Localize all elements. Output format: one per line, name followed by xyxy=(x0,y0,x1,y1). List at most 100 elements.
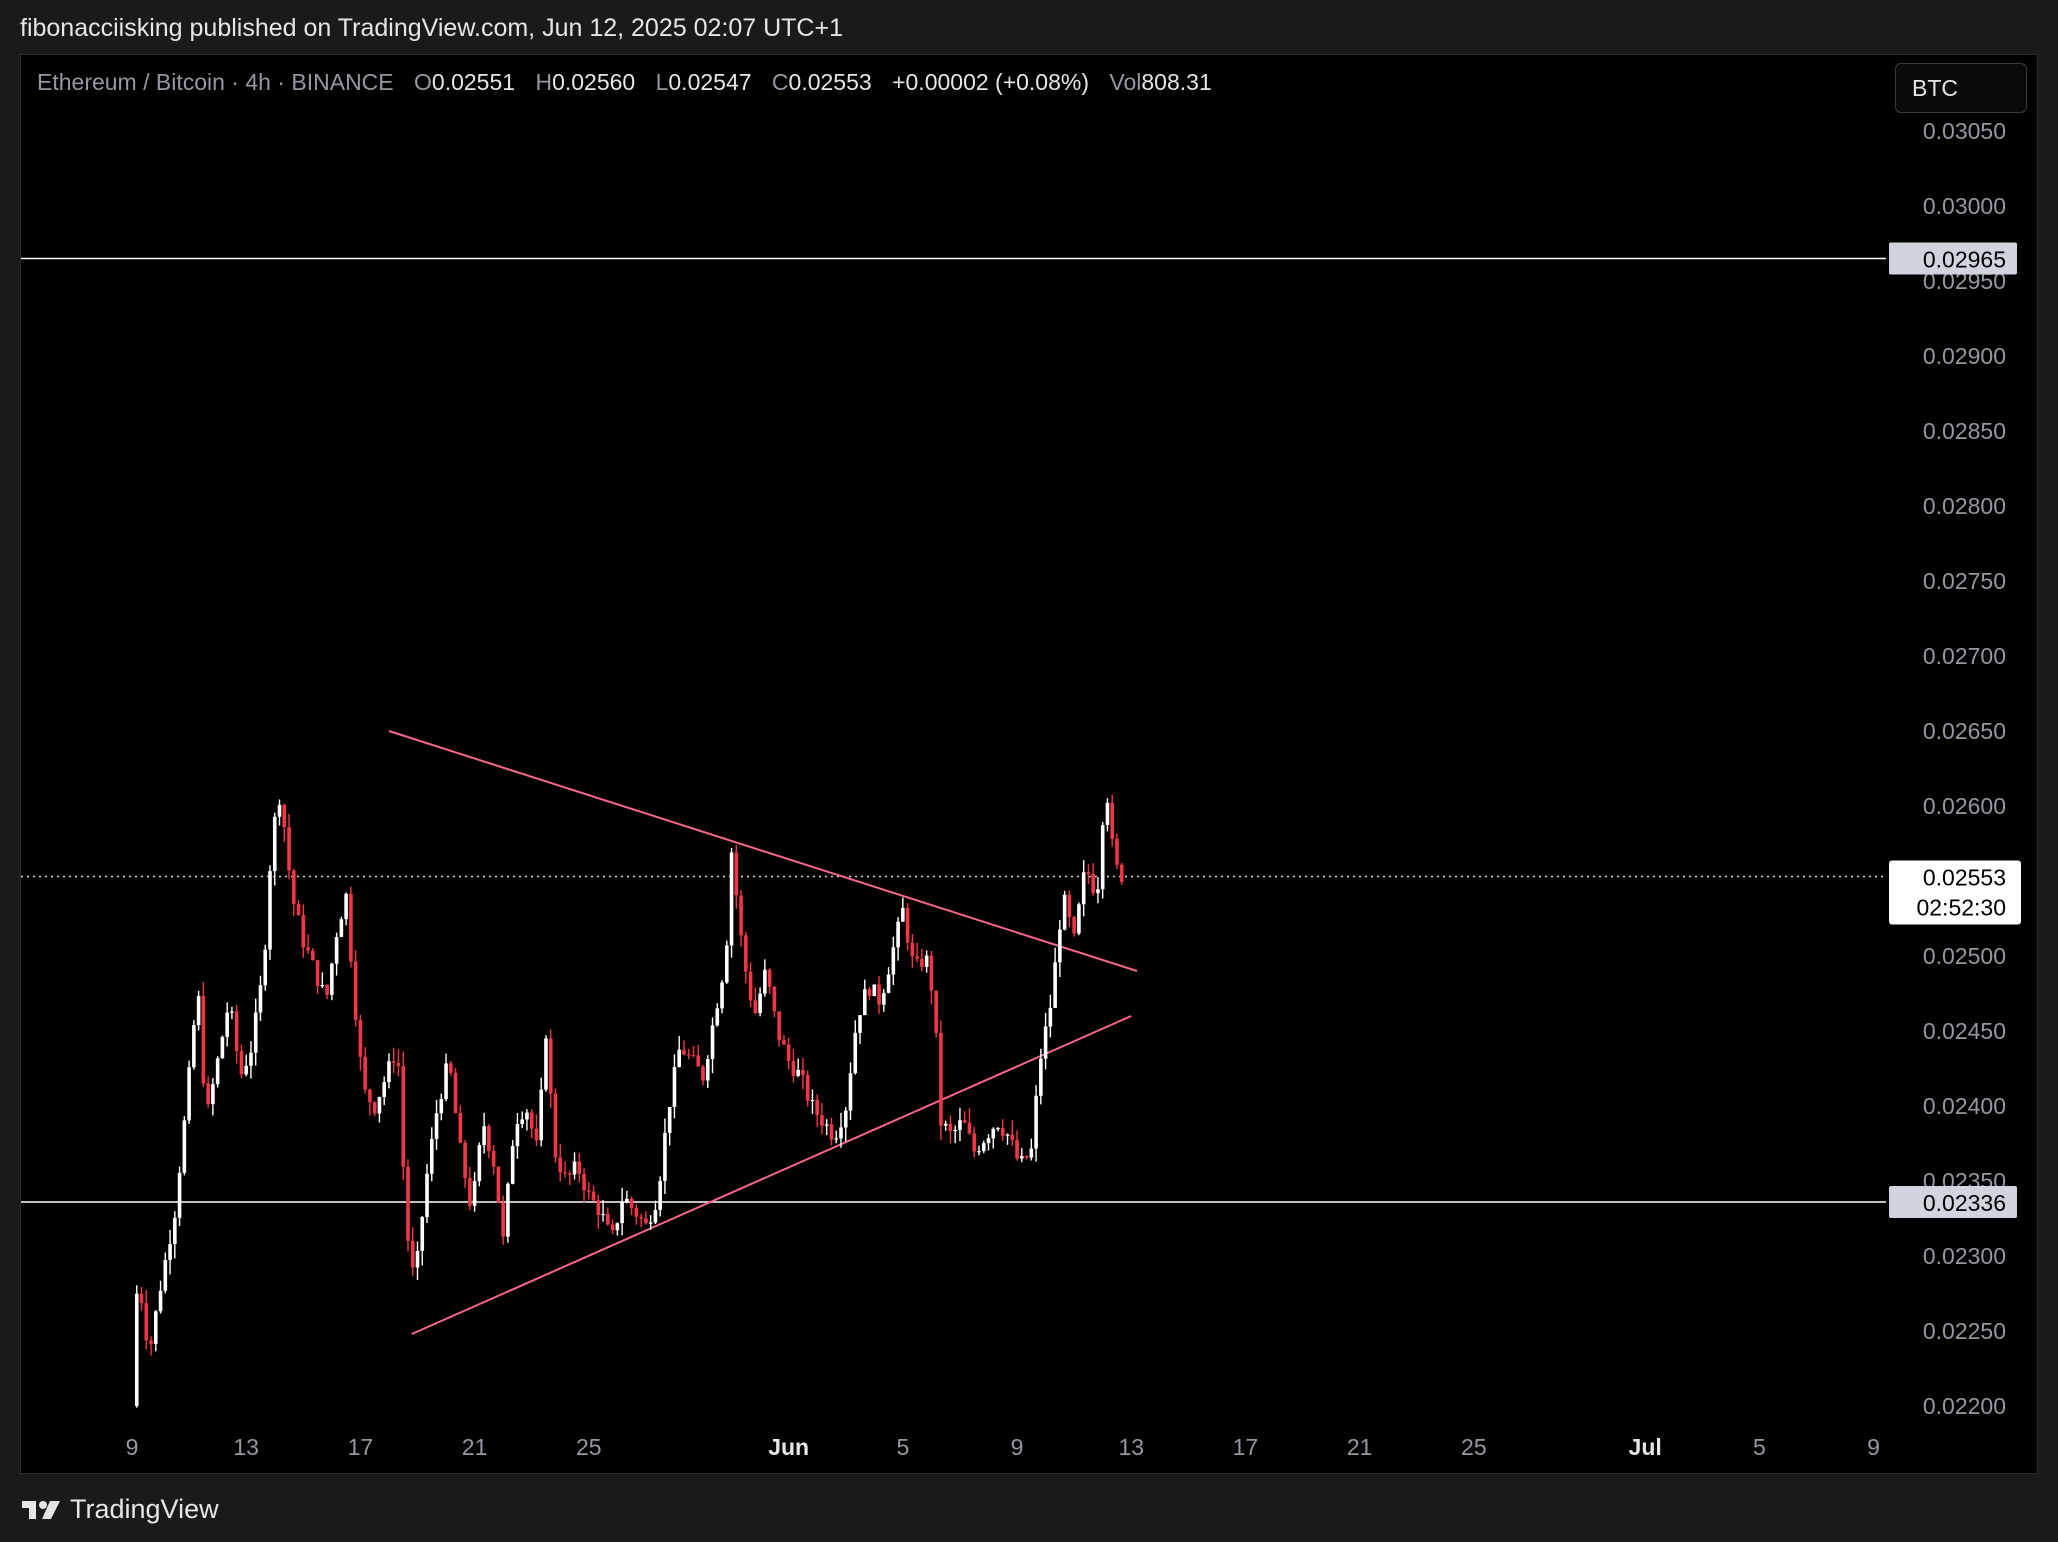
candle-body xyxy=(482,1126,486,1146)
candle-body xyxy=(320,985,325,987)
candle-body xyxy=(686,1054,691,1056)
candle-body xyxy=(472,1181,477,1206)
candle-countdown-label: 02:52:30 xyxy=(1916,895,2006,921)
candle-body xyxy=(496,1166,501,1203)
candle-body xyxy=(149,1340,153,1344)
candle-body xyxy=(724,945,729,983)
brand-name: TradingView xyxy=(70,1494,219,1524)
candle-body xyxy=(853,1032,858,1074)
symbol-legend: Ethereum / Bitcoin · 4h · BINANCE O0.025… xyxy=(37,69,1212,96)
price-axis: 0.030500.030000.029500.029000.028500.028… xyxy=(1923,118,2006,1419)
candle-body xyxy=(934,990,938,1033)
candle-body xyxy=(939,1032,943,1126)
candle-body xyxy=(1072,917,1076,934)
close-value: 0.02553 xyxy=(788,69,872,95)
candle-body xyxy=(1100,824,1105,890)
candle-body xyxy=(368,1089,372,1103)
price-tick-label: 0.02750 xyxy=(1923,568,2006,594)
time-tick-label: 25 xyxy=(576,1434,602,1460)
candle-body xyxy=(848,1073,853,1111)
price-badges: 0.02965 0.02336 0.02553 02:52:30 xyxy=(1889,242,2021,1218)
candle-body xyxy=(463,1142,467,1178)
candle-body xyxy=(901,908,905,922)
top-bar: fibonacciisking published on TradingView… xyxy=(0,0,2058,54)
candle-body xyxy=(330,963,334,995)
volume-label: Vol xyxy=(1109,69,1142,95)
candle-body xyxy=(658,1180,662,1210)
candle-body xyxy=(839,1127,843,1139)
candle-body xyxy=(782,1039,786,1045)
candle-body xyxy=(1034,1095,1038,1149)
time-tick-label: Jul xyxy=(1629,1434,1662,1460)
candle-body xyxy=(972,1133,977,1152)
candle-body xyxy=(996,1128,1000,1130)
candle-body xyxy=(1115,838,1119,865)
low-label: L xyxy=(655,69,669,95)
candle-body xyxy=(758,993,762,1013)
time-tick-label: 5 xyxy=(1753,1434,1766,1460)
trendline xyxy=(411,1015,1132,1335)
candle-body xyxy=(334,937,339,964)
candle-body xyxy=(249,1052,253,1066)
candle-body xyxy=(301,915,306,948)
candle-body xyxy=(230,1011,234,1013)
candle-body xyxy=(339,919,344,938)
candle-body xyxy=(701,1066,705,1081)
candle-body xyxy=(606,1213,610,1225)
candle-body xyxy=(477,1145,482,1182)
candle-body xyxy=(182,1120,187,1173)
candle-body xyxy=(948,1123,953,1132)
price-tick-label: 0.02400 xyxy=(1923,1093,2006,1119)
price-chart[interactable]: 0.030500.030000.029500.029000.028500.028… xyxy=(21,55,2039,1475)
footer: TradingView xyxy=(0,1474,2058,1542)
candle-body xyxy=(434,1113,439,1139)
candle-body xyxy=(1096,889,1100,894)
candle-body xyxy=(315,960,320,987)
chart-frame[interactable]: 0.03050 0.03000 0.02950 0.02900 0.02850 0.028… xyxy=(20,54,2038,1474)
candle-body xyxy=(325,985,329,995)
tradingview-logo[interactable]: TradingView xyxy=(22,1494,219,1525)
candle-body xyxy=(387,1061,391,1083)
candle-body xyxy=(415,1250,420,1268)
candle-body xyxy=(1053,962,1057,1008)
low-value: 0.02547 xyxy=(668,69,752,95)
candle-body xyxy=(168,1244,172,1260)
candle-body xyxy=(173,1217,177,1245)
candle-body xyxy=(206,1083,210,1105)
candle-body xyxy=(981,1143,986,1152)
candle-body xyxy=(268,871,272,950)
candle-body xyxy=(986,1138,991,1144)
candle-body xyxy=(905,908,910,943)
price-tick-label: 0.02850 xyxy=(1923,418,2006,444)
price-tick-label: 0.02450 xyxy=(1923,1018,2006,1044)
time-tick-label: 9 xyxy=(1011,1434,1024,1460)
current-price-badge xyxy=(1889,860,2021,925)
currency-button[interactable]: BTC xyxy=(1895,63,2027,113)
candle-body xyxy=(439,1099,444,1114)
symbol-name[interactable]: Ethereum / Bitcoin · 4h · BINANCE xyxy=(37,69,394,95)
candle-body xyxy=(820,1115,824,1126)
candle-body xyxy=(710,1025,715,1059)
candle-body xyxy=(177,1172,182,1218)
candle-body xyxy=(744,935,748,972)
candle-body xyxy=(1081,872,1086,905)
candle-body xyxy=(1091,874,1095,894)
candle-body xyxy=(501,1202,505,1237)
candle-body xyxy=(962,1120,967,1123)
price-tick-label: 0.02500 xyxy=(1923,943,2006,969)
candle-body xyxy=(910,942,915,957)
candle-body xyxy=(829,1124,834,1140)
candle-body xyxy=(610,1224,615,1231)
candle-body xyxy=(587,1190,591,1192)
candle-body xyxy=(282,804,287,828)
candle-body xyxy=(639,1216,643,1219)
candle-body xyxy=(634,1207,639,1217)
candle-body xyxy=(353,961,358,1020)
candle-body xyxy=(277,804,282,817)
candle-body xyxy=(220,1036,225,1059)
candle-body xyxy=(1015,1139,1019,1159)
candle-body xyxy=(720,982,724,1009)
candle-body xyxy=(763,969,767,994)
candle-body xyxy=(215,1058,220,1085)
horizontal-levels xyxy=(21,257,1886,1203)
